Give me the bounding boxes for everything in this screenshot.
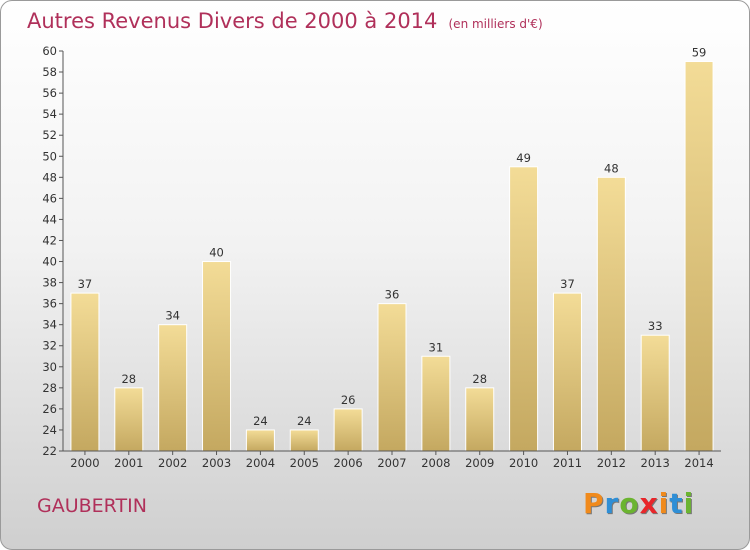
y-tick-label: 24	[42, 423, 57, 437]
bar-value-label: 24	[297, 414, 312, 428]
bar-value-label: 28	[472, 372, 487, 386]
y-tick-label: 42	[42, 233, 57, 247]
bar-value-label: 59	[692, 46, 707, 60]
bar-value-label: 34	[165, 309, 180, 323]
bar	[70, 292, 100, 452]
x-tick-label: 2006	[333, 456, 362, 470]
bar-value-label: 24	[253, 414, 268, 428]
bar	[684, 61, 714, 452]
logo-letter: o	[619, 487, 640, 520]
logo-letter: i	[683, 487, 695, 520]
bar	[596, 176, 626, 452]
bar-value-label: 37	[560, 277, 575, 291]
bar	[421, 355, 451, 452]
logo-letter: i	[658, 487, 670, 520]
y-tick-label: 48	[42, 170, 57, 184]
town-name: GAUBERTIN	[37, 495, 147, 517]
y-tick-label: 32	[42, 339, 57, 353]
x-axis: 2000 2001 2002 2003 2004 2005 2006 2007 2008 2009…	[63, 450, 721, 470]
y-tick-label: 38	[42, 276, 57, 290]
bar-value-label: 49	[516, 151, 531, 165]
y-tick-label: 54	[42, 107, 57, 121]
x-tick-label: 2005	[290, 456, 319, 470]
bar-value-label: 37	[78, 277, 93, 291]
y-tick-label: 36	[42, 297, 57, 311]
x-tick-label: 2007	[377, 456, 406, 470]
y-tick-label: 44	[42, 212, 57, 226]
y-tick-label: 46	[42, 191, 57, 205]
x-tick-label: 2002	[158, 456, 187, 470]
logo-letter: x	[639, 487, 659, 520]
bar	[552, 292, 582, 452]
x-tick-label: 2011	[553, 456, 582, 470]
bar	[289, 429, 319, 452]
bar-value-label: 28	[121, 372, 136, 386]
x-tick-label: 2001	[114, 456, 143, 470]
logo-letter: P	[583, 487, 605, 520]
bar	[377, 303, 407, 452]
chart-unit-text: (en milliers d'€)	[448, 17, 543, 31]
y-tick-label: 26	[42, 402, 57, 416]
y-tick-label: 52	[42, 128, 57, 142]
chart-title-text: Autres Revenus Divers de 2000 à 2014	[27, 9, 438, 33]
x-tick-label: 2004	[246, 456, 275, 470]
bar	[333, 408, 363, 452]
y-tick-label: 34	[42, 318, 57, 332]
bar-value-label: 48	[604, 161, 619, 175]
y-axis: 22 24 26 28 30 32 34 36 38 40 42 44 46 48 50 52 54 56 58 60	[42, 44, 64, 458]
bar-value-label: 36	[385, 288, 400, 302]
y-tick-label: 56	[42, 86, 57, 100]
bar-value-label: 26	[341, 393, 356, 407]
x-tick-label: 2014	[684, 456, 713, 470]
x-tick-label: 2012	[597, 456, 626, 470]
y-tick-label: 58	[42, 65, 57, 79]
bar	[158, 324, 188, 452]
bar	[509, 166, 539, 452]
bar-value-label: 40	[209, 246, 224, 260]
y-tick-label: 22	[42, 444, 57, 458]
y-tick-label: 50	[42, 149, 57, 163]
x-tick-label: 2003	[202, 456, 231, 470]
y-tick-label: 28	[42, 381, 57, 395]
x-tick-label: 2008	[421, 456, 450, 470]
chart-title: Autres Revenus Divers de 2000 à 2014 (en…	[27, 9, 543, 33]
bar	[114, 387, 144, 452]
bar	[202, 261, 232, 452]
y-tick-label: 40	[42, 255, 57, 269]
bar	[640, 334, 670, 452]
bar-value-label: 33	[648, 319, 663, 333]
proxiti-logo: Proxiti	[583, 487, 694, 520]
bar	[245, 429, 275, 452]
x-tick-label: 2000	[70, 456, 99, 470]
bars: 37 28 34 40 24 24 26 36 31 28 49 37 48 33 59	[70, 46, 714, 452]
bar-value-label: 31	[429, 340, 444, 354]
y-tick-label: 30	[42, 360, 57, 374]
bar	[465, 387, 495, 452]
x-tick-label: 2010	[509, 456, 538, 470]
logo-letter: r	[604, 487, 620, 520]
x-tick-label: 2009	[465, 456, 494, 470]
x-tick-label: 2013	[641, 456, 670, 470]
logo-letter: t	[669, 487, 684, 520]
y-tick-label: 60	[42, 44, 57, 58]
